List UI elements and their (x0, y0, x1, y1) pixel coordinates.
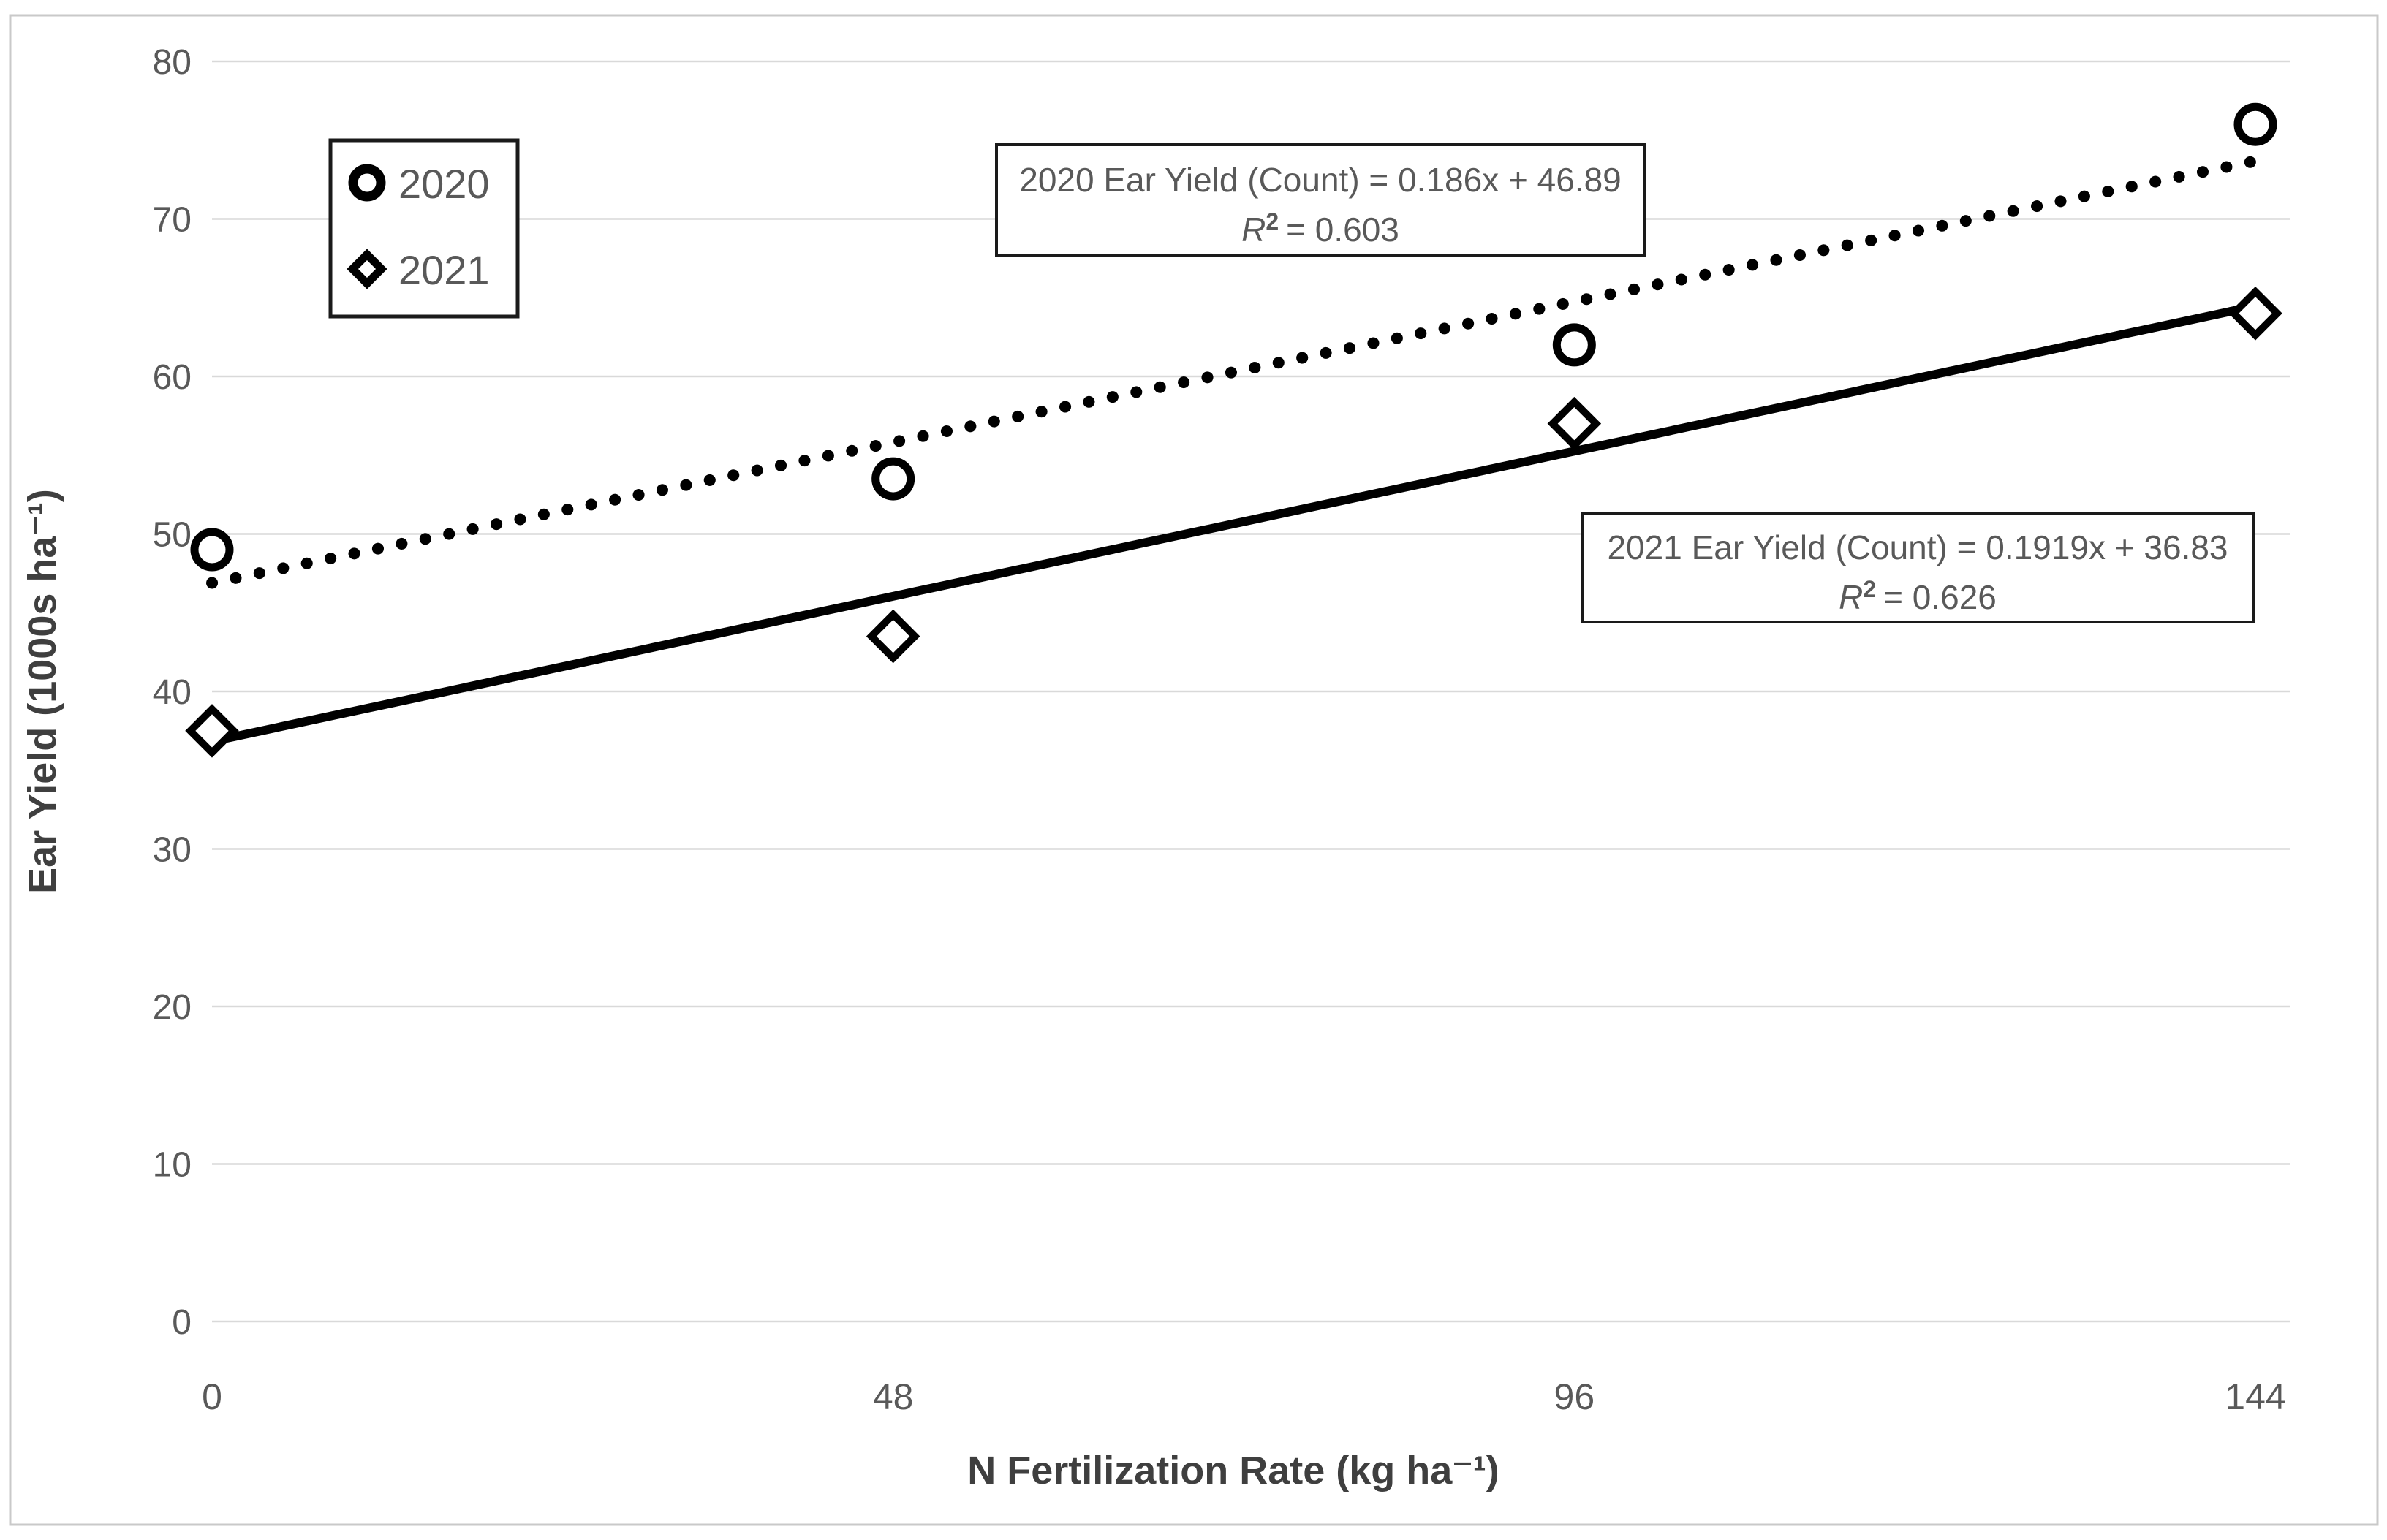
y-tick-label-80: 80 (153, 43, 192, 82)
y-axis-title: Ear Yield (1000s ha⁻¹) (20, 489, 64, 894)
equation-box-2020-border (995, 143, 1646, 257)
data-points-layer (185, 102, 2282, 758)
data-point-2020-x144 (2233, 102, 2277, 146)
data-point-2021-x48 (866, 609, 920, 664)
legend: 2020 2021 (328, 138, 520, 319)
data-point-2021-x96 (1547, 396, 1602, 451)
data-point-2021-x0 (185, 704, 239, 758)
x-axis-title: N Fertilization Rate (kg ha⁻¹) (967, 1449, 1499, 1492)
y-tick-label-20: 20 (153, 988, 192, 1027)
equation-2020-line1: 2020 Ear Yield (Count) = 0.186x + 46.89 (1019, 161, 1621, 199)
legend-label-2021: 2021 (398, 247, 490, 293)
legend-circle-marker-icon (348, 164, 386, 202)
x-tick-label-96: 96 (1554, 1376, 1595, 1417)
y-tick-label-30: 30 (153, 831, 192, 870)
y-axis-tick-labels: 0 10 20 30 40 50 60 70 80 (153, 43, 192, 1342)
y-tick-label-50: 50 (153, 516, 192, 555)
x-tick-label-0: 0 (202, 1376, 222, 1417)
equation-box-2020: 2020 Ear Yield (Count) = 0.186x + 46.89 … (995, 143, 1646, 257)
trendline-2021-solid (211, 301, 2257, 746)
equation-2021-line1: 2021 Ear Yield (Count) = 0.1919x + 36.83 (1607, 528, 2228, 566)
y-tick-label-60: 60 (153, 358, 192, 397)
data-point-2021-x144 (2228, 287, 2282, 341)
equation-2020-r2: R2 = 0.603 (1241, 208, 1399, 249)
x-tick-label-144: 144 (2225, 1376, 2285, 1417)
data-point-2020-x0 (190, 528, 234, 572)
equation-box-2021: 2021 Ear Yield (Count) = 0.1919x + 36.83… (1581, 512, 2255, 623)
legend-diamond-marker-icon (347, 249, 387, 289)
legend-label-2020: 2020 (398, 161, 490, 207)
y-tick-label-40: 40 (153, 673, 192, 712)
x-axis-tick-labels: 0 48 96 144 (202, 1376, 2286, 1417)
data-point-2020-x96 (1552, 323, 1596, 367)
trendline-2020-dotted (206, 155, 2261, 589)
y-tick-label-70: 70 (153, 201, 192, 240)
y-tick-label-0: 0 (172, 1303, 192, 1342)
y-tick-label-10: 10 (153, 1146, 192, 1185)
equation-2021-r2: R2 = 0.626 (1839, 576, 1997, 616)
trendlines-layer (206, 155, 2261, 746)
equation-box-2021-border (1581, 512, 2255, 623)
data-point-2020-x48 (871, 457, 915, 501)
x-tick-label-48: 48 (873, 1376, 914, 1417)
